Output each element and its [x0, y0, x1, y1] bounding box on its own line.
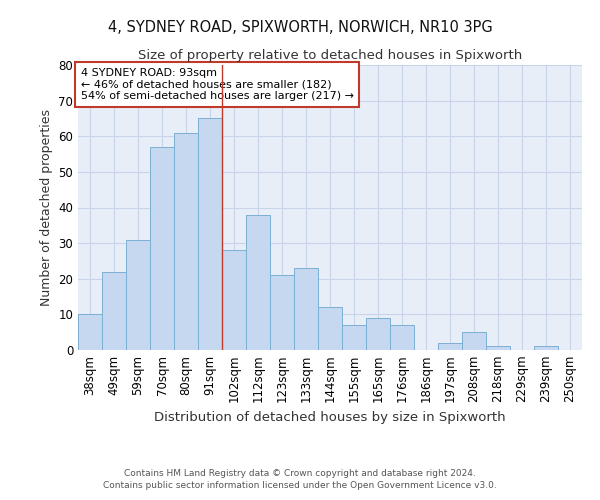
Bar: [366, 318, 390, 350]
Bar: [438, 343, 462, 350]
Bar: [198, 118, 222, 350]
Bar: [78, 314, 102, 350]
Bar: [462, 332, 486, 350]
Title: Size of property relative to detached houses in Spixworth: Size of property relative to detached ho…: [138, 50, 522, 62]
Y-axis label: Number of detached properties: Number of detached properties: [40, 109, 53, 306]
Text: 4 SYDNEY ROAD: 93sqm
← 46% of detached houses are smaller (182)
54% of semi-deta: 4 SYDNEY ROAD: 93sqm ← 46% of detached h…: [80, 68, 353, 101]
Text: 4, SYDNEY ROAD, SPIXWORTH, NORWICH, NR10 3PG: 4, SYDNEY ROAD, SPIXWORTH, NORWICH, NR10…: [107, 20, 493, 35]
Bar: [318, 307, 342, 350]
Bar: [222, 250, 246, 350]
Bar: [294, 268, 318, 350]
Bar: [174, 132, 198, 350]
Bar: [150, 147, 174, 350]
Bar: [342, 325, 366, 350]
Bar: [534, 346, 558, 350]
Bar: [126, 240, 150, 350]
X-axis label: Distribution of detached houses by size in Spixworth: Distribution of detached houses by size …: [154, 411, 506, 424]
Bar: [246, 214, 270, 350]
Bar: [390, 325, 414, 350]
Bar: [270, 275, 294, 350]
Bar: [102, 272, 126, 350]
Bar: [486, 346, 510, 350]
Text: Contains HM Land Registry data © Crown copyright and database right 2024.
Contai: Contains HM Land Registry data © Crown c…: [103, 468, 497, 490]
